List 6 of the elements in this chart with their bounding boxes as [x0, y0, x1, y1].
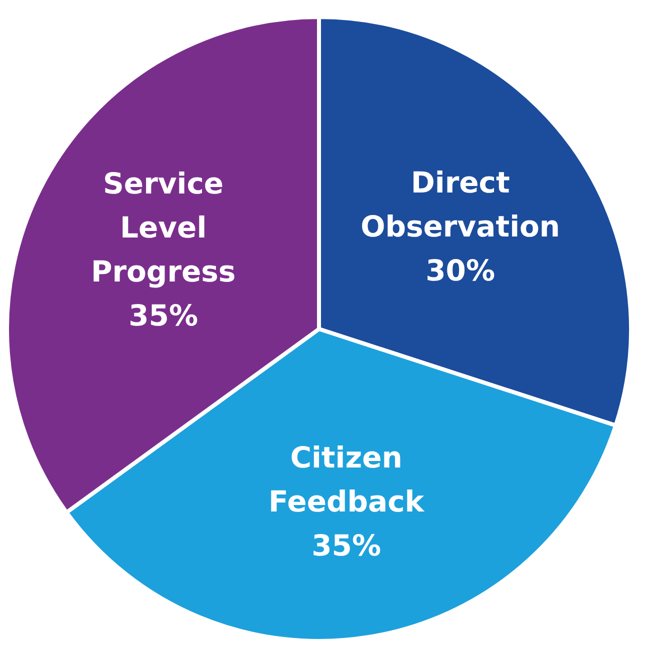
slice-label: Direct Observation — [360, 165, 560, 244]
data-label: 30% — [426, 253, 496, 288]
data-label: 35% — [312, 528, 382, 563]
slice-label: Citizen Feedback — [268, 440, 425, 519]
slice-label: Service Level Progress — [90, 166, 236, 289]
data-label: 35% — [128, 298, 198, 333]
